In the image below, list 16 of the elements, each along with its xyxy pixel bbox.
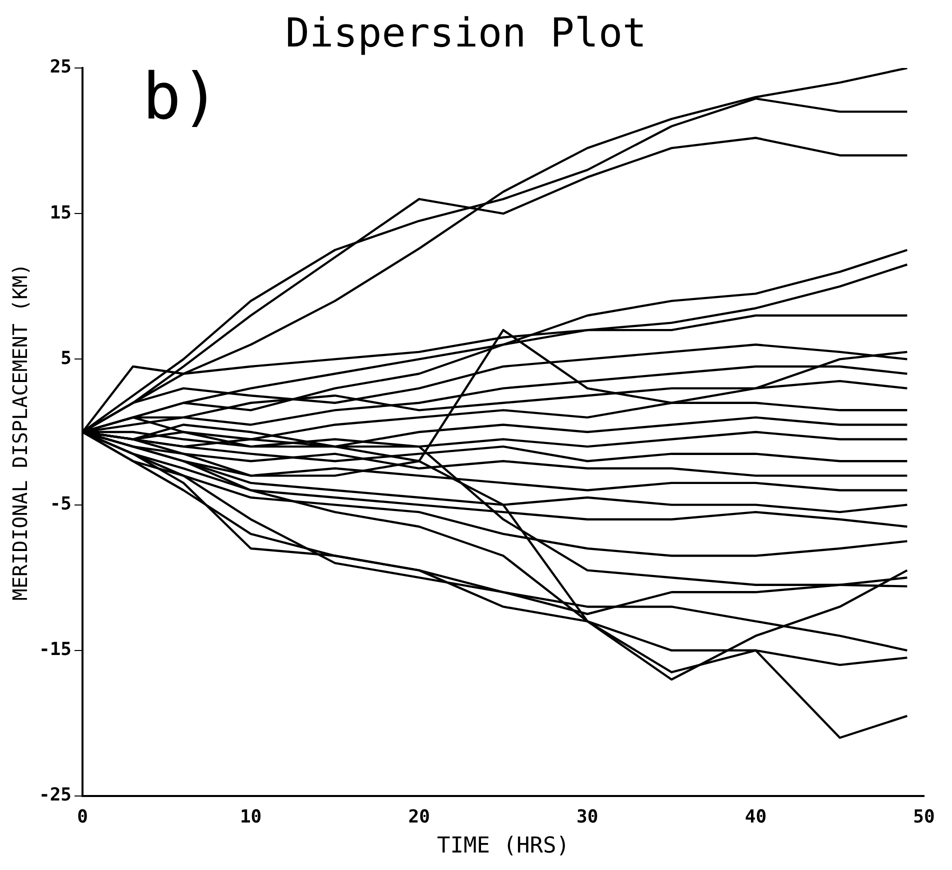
chart-title: Dispersion Plot: [285, 10, 647, 56]
y-tick-label: 25: [50, 56, 72, 78]
y-tick-label: -5: [50, 493, 72, 514]
x-tick-label: 30: [576, 806, 598, 828]
y-tick-label: -15: [38, 639, 72, 660]
x-tick-label: 50: [913, 806, 935, 828]
x-tick-label: 40: [744, 806, 767, 828]
annotation: b): [142, 60, 220, 135]
y-axis-title: MERIDIONAL DISPLACEMENT (KM): [8, 263, 32, 601]
y-tick-label: -25: [38, 784, 72, 806]
y-tick-label: 5: [60, 348, 72, 369]
x-tick-label: 0: [77, 806, 88, 828]
y-tick-label: 15: [50, 202, 72, 224]
x-axis-title: TIME (HRS): [437, 834, 570, 859]
x-tick-label: 10: [240, 806, 262, 828]
x-tick-label: 20: [408, 806, 430, 828]
